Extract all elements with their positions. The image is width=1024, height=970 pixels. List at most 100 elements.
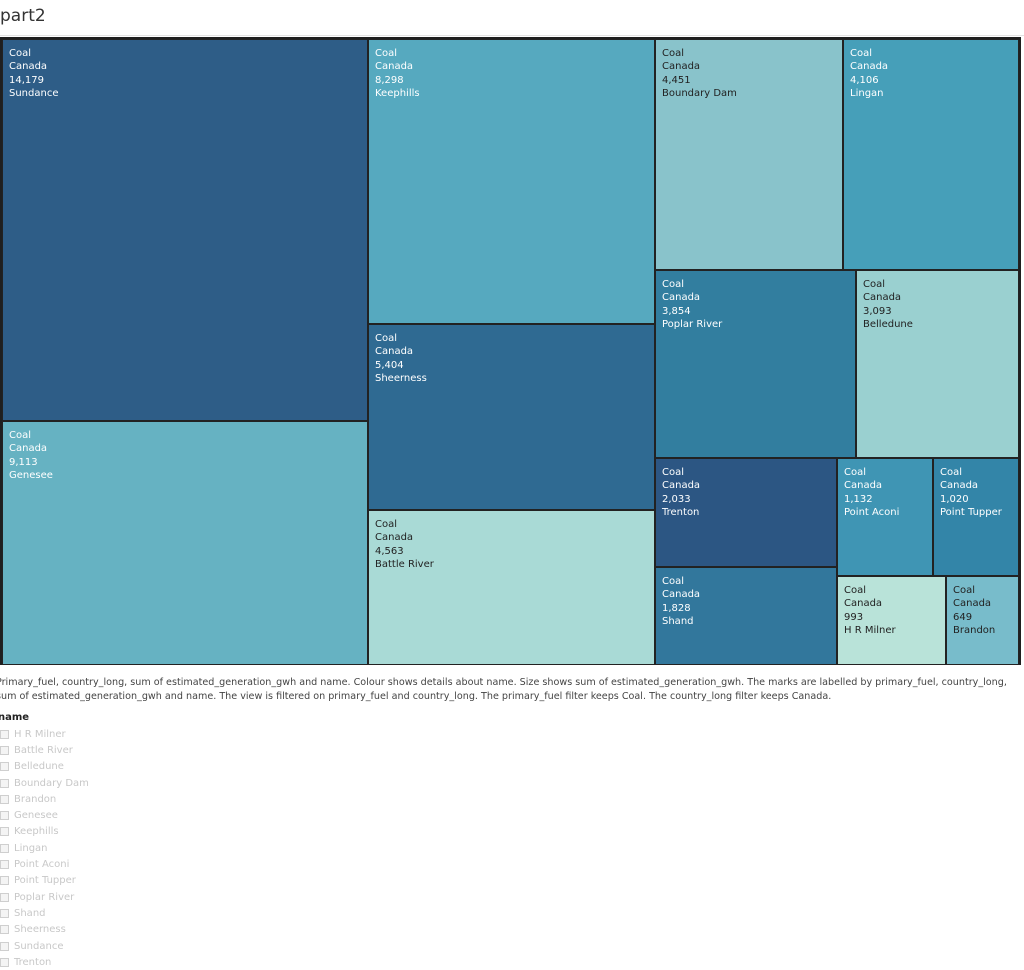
cell-label-name: Boundary Dam <box>662 88 737 100</box>
treemap-cell-point-tupper[interactable]: Coal Canada 1,020 Point Tupper <box>933 458 1019 576</box>
cell-label-fuel: Coal <box>953 585 976 596</box>
checkbox-icon[interactable] <box>0 778 9 788</box>
cell-label-value: 4,451 <box>662 74 691 86</box>
cell-label-country: Canada <box>9 443 48 455</box>
cell-label-fuel: Coal <box>662 576 685 587</box>
treemap-cell-point-aconi[interactable]: Coal Canada 1,132 Point Aconi <box>837 458 933 576</box>
filter-item[interactable]: Genesee <box>0 807 240 823</box>
cell-label-name: Lingan <box>850 88 884 100</box>
treemap-cell-h-r-milner[interactable]: Coal Canada 993 H R Milner <box>837 576 946 665</box>
filter-item[interactable]: Sheerness <box>0 922 240 938</box>
cell-label-name: Sheerness <box>375 373 427 385</box>
cell-label-fuel: Coal <box>662 279 685 290</box>
cell-label-name: Point Tupper <box>940 507 1002 519</box>
filter-item[interactable]: Trenton <box>0 954 240 970</box>
cell-label-value: 993 <box>844 611 864 623</box>
cell-label-country: Canada <box>662 589 701 601</box>
filter-list: H R Milner Battle River Belledune Boundary … <box>0 726 240 970</box>
cell-label-value: 5,404 <box>375 359 404 371</box>
filter-item-label: Shand <box>14 907 46 919</box>
filter-item[interactable]: Lingan <box>0 840 240 856</box>
cell-label-fuel: Coal <box>9 430 32 441</box>
filter-item[interactable]: Battle River <box>0 742 240 758</box>
checkbox-icon[interactable] <box>0 843 9 853</box>
checkbox-icon[interactable] <box>0 941 9 951</box>
filter-item[interactable]: Belledune <box>0 759 240 775</box>
checkbox-icon[interactable] <box>0 925 9 935</box>
filter-item-label: Point Tupper <box>14 875 76 887</box>
filter-item-label: Battle River <box>14 744 73 756</box>
cell-label-value: 1,020 <box>940 493 969 505</box>
treemap-cell-genesee[interactable]: Coal Canada 9,113 Genesee <box>2 421 368 665</box>
cell-label-fuel: Coal <box>844 585 867 596</box>
filter-item-label: Trenton <box>14 956 52 968</box>
treemap-cell-shand[interactable]: Coal Canada 1,828 Shand <box>655 567 837 665</box>
checkbox-icon[interactable] <box>0 860 9 870</box>
filter-item[interactable]: Keephills <box>0 824 240 840</box>
filter-item[interactable]: Sundance <box>0 938 240 954</box>
cell-label-value: 4,106 <box>850 74 879 86</box>
cell-label-value: 1,132 <box>844 493 873 505</box>
checkbox-icon[interactable] <box>0 794 9 804</box>
cell-label-value: 8,298 <box>375 74 404 86</box>
checkbox-icon[interactable] <box>0 811 9 821</box>
checkbox-icon[interactable] <box>0 827 9 837</box>
treemap-cell-lingan[interactable]: Coal Canada 4,106 Lingan <box>843 39 1019 270</box>
filter-item-label: Boundary Dam <box>14 777 89 789</box>
cell-label-name: Genesee <box>9 470 53 482</box>
title-divider <box>0 35 1024 36</box>
cell-label-name: Brandon <box>953 625 996 637</box>
cell-label-name: Keephills <box>375 88 420 100</box>
cell-label-country: Canada <box>863 292 902 304</box>
treemap-chart[interactable]: Coal Canada 14,179 Sundance Coal Canada 9,113 G… <box>0 37 1021 665</box>
cell-label-country: Canada <box>662 292 701 304</box>
filter-item[interactable]: Point Tupper <box>0 873 240 889</box>
checkbox-icon[interactable] <box>0 876 9 886</box>
checkbox-icon[interactable] <box>0 729 9 739</box>
filter-item[interactable]: Point Aconi <box>0 856 240 872</box>
filter-item-label: Keephills <box>14 826 59 838</box>
treemap-cell-belledune[interactable]: Coal Canada 3,093 Belledune <box>856 270 1019 458</box>
filter-item[interactable]: Shand <box>0 905 240 921</box>
filter-item-label: H R Milner <box>14 728 66 740</box>
treemap-cell-poplar-river[interactable]: Coal Canada 3,854 Poplar River <box>655 270 856 458</box>
checkbox-icon[interactable] <box>0 957 9 967</box>
cell-label-fuel: Coal <box>844 467 867 478</box>
treemap-cell-sundance[interactable]: Coal Canada 14,179 Sundance <box>2 39 368 421</box>
cell-label-country: Canada <box>375 346 414 358</box>
treemap-cell-sheerness[interactable]: Coal Canada 5,404 Sheerness <box>368 324 655 510</box>
filter-item[interactable]: Poplar River <box>0 889 240 905</box>
cell-label-value: 3,854 <box>662 305 691 317</box>
filter-item[interactable]: Boundary Dam <box>0 775 240 791</box>
checkbox-icon[interactable] <box>0 745 9 755</box>
filter-item-label: Brandon <box>14 793 57 805</box>
cell-label-value: 14,179 <box>9 74 44 86</box>
cell-label-fuel: Coal <box>375 333 398 344</box>
checkbox-icon[interactable] <box>0 892 9 902</box>
filter-item[interactable]: Brandon <box>0 791 240 807</box>
cell-label-fuel: Coal <box>850 48 873 59</box>
checkbox-icon[interactable] <box>0 762 9 772</box>
cell-label-country: Canada <box>850 61 889 73</box>
cell-label-fuel: Coal <box>9 48 32 59</box>
checkbox-icon[interactable] <box>0 908 9 918</box>
cell-label-fuel: Coal <box>940 467 963 478</box>
filter-item-label: Sheerness <box>14 924 66 936</box>
cell-label-fuel: Coal <box>375 48 398 59</box>
filter-item-label: Belledune <box>14 761 64 773</box>
treemap-cell-brandon[interactable]: Coal Canada 649 Brandon <box>946 576 1019 665</box>
cell-label-name: Battle River <box>375 559 434 571</box>
cell-label-country: Canada <box>953 598 992 610</box>
cell-label-name: H R Milner <box>844 625 896 637</box>
treemap-cell-battle-river[interactable]: Coal Canada 4,563 Battle River <box>368 510 655 665</box>
treemap-cell-trenton[interactable]: Coal Canada 2,033 Trenton <box>655 458 837 567</box>
filter-item-label: Point Aconi <box>14 859 70 871</box>
filter-item[interactable]: H R Milner <box>0 726 240 742</box>
treemap-cell-keephills[interactable]: Coal Canada 8,298 Keephills <box>368 39 655 324</box>
cell-label-value: 2,033 <box>662 493 691 505</box>
cell-label-fuel: Coal <box>863 279 886 290</box>
chart-caption: Primary_fuel, country_long, sum of estim… <box>0 677 1007 702</box>
cell-label-value: 9,113 <box>9 456 38 468</box>
treemap-cell-boundary-dam[interactable]: Coal Canada 4,451 Boundary Dam <box>655 39 843 270</box>
filter-item-label: Poplar River <box>14 891 75 903</box>
